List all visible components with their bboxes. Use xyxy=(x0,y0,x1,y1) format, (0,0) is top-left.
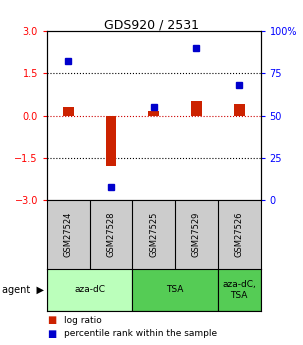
Text: log ratio: log ratio xyxy=(64,316,102,325)
Bar xyxy=(132,269,218,310)
Bar xyxy=(234,104,245,116)
Text: aza-dC,
TSA: aza-dC, TSA xyxy=(222,280,256,299)
Bar xyxy=(106,116,116,166)
Bar xyxy=(218,269,261,310)
Bar xyxy=(47,269,132,310)
Bar xyxy=(191,101,202,116)
Text: aza-dC: aza-dC xyxy=(74,285,105,294)
Text: agent  ▶: agent ▶ xyxy=(2,285,44,295)
Bar xyxy=(63,107,74,116)
Text: GSM27525: GSM27525 xyxy=(149,212,158,257)
Bar xyxy=(148,111,159,116)
Text: GDS920 / 2531: GDS920 / 2531 xyxy=(104,19,199,32)
Text: GSM27528: GSM27528 xyxy=(107,212,115,257)
Text: ■: ■ xyxy=(47,329,56,338)
Text: GSM27524: GSM27524 xyxy=(64,212,73,257)
Text: ■: ■ xyxy=(47,315,56,325)
Text: percentile rank within the sample: percentile rank within the sample xyxy=(64,329,217,338)
Text: TSA: TSA xyxy=(166,285,184,294)
Text: GSM27529: GSM27529 xyxy=(192,212,201,257)
Text: GSM27526: GSM27526 xyxy=(235,212,244,257)
